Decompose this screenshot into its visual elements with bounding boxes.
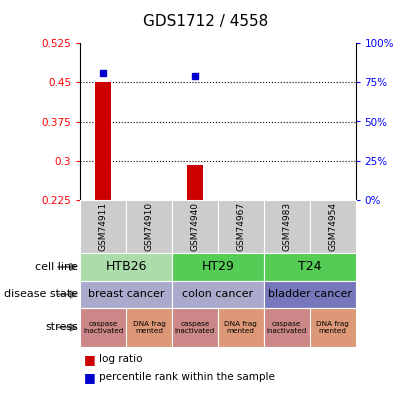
Text: colon cancer: colon cancer	[182, 290, 254, 299]
Text: HT29: HT29	[201, 260, 234, 273]
Text: stress: stress	[45, 322, 78, 333]
Text: ■: ■	[84, 371, 96, 384]
Text: cell line: cell line	[35, 262, 78, 272]
Text: GSM74910: GSM74910	[145, 202, 153, 251]
Text: GSM74940: GSM74940	[190, 202, 199, 251]
Text: GSM74983: GSM74983	[282, 202, 291, 251]
Text: GSM74911: GSM74911	[99, 202, 108, 251]
Text: GSM74954: GSM74954	[328, 202, 337, 251]
Text: percentile rank within the sample: percentile rank within the sample	[99, 372, 275, 382]
Text: log ratio: log ratio	[99, 354, 142, 364]
Text: caspase
inactivated: caspase inactivated	[175, 321, 215, 334]
Text: DNA frag
mented: DNA frag mented	[224, 321, 257, 334]
Bar	[95, 82, 111, 200]
Text: DNA frag
mented: DNA frag mented	[316, 321, 349, 334]
Text: breast cancer: breast cancer	[88, 290, 164, 299]
Text: caspase
inactivated: caspase inactivated	[83, 321, 123, 334]
Text: caspase
inactivated: caspase inactivated	[266, 321, 307, 334]
Text: ■: ■	[84, 353, 96, 366]
Text: HTB26: HTB26	[105, 260, 147, 273]
Text: DNA frag
mented: DNA frag mented	[133, 321, 165, 334]
Bar	[187, 165, 203, 200]
Text: disease state: disease state	[4, 290, 78, 299]
Text: T24: T24	[298, 260, 321, 273]
Text: bladder cancer: bladder cancer	[268, 290, 352, 299]
Text: GSM74967: GSM74967	[236, 202, 245, 251]
Text: GDS1712 / 4558: GDS1712 / 4558	[143, 14, 268, 29]
